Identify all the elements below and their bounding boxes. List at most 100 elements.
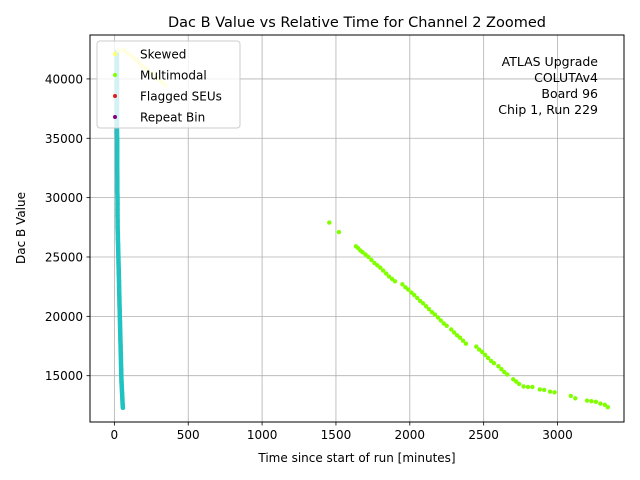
- data-point-multimodal: [327, 220, 332, 225]
- plot-frame: [89, 34, 625, 423]
- legend-label-flagged-seus: Flagged SEUs: [140, 90, 222, 104]
- data-point-multimodal: [605, 405, 610, 410]
- data-point-multimodal: [409, 290, 414, 295]
- data-point-multimodal: [530, 384, 535, 390]
- y-tick-label: 25000: [45, 250, 83, 264]
- data-point-multimodal: [429, 310, 435, 315]
- annotation-line-4: Chip 1, Run 229: [498, 102, 598, 117]
- legend-marker-skewed: [113, 52, 117, 56]
- data-point-main: [120, 402, 125, 407]
- data-point-multimodal: [514, 379, 519, 384]
- data-point-multimodal: [400, 282, 405, 287]
- y-tick-label: 20000: [45, 310, 83, 324]
- data-point-multimodal: [392, 279, 398, 284]
- legend-label-multimodal: Multimodal: [140, 69, 207, 83]
- data-point-multimodal: [511, 377, 516, 382]
- data-point-main: [116, 266, 121, 272]
- data-point-main: [115, 165, 120, 171]
- y-axis-title: Dac B Value: [14, 192, 28, 264]
- grid: [90, 35, 624, 422]
- data-point-main: [115, 207, 120, 212]
- run-annotation: ATLAS Upgrade COLUTAv4 Board 96 Chip 1, …: [498, 54, 598, 117]
- data-point-multimodal: [525, 384, 531, 390]
- data-point-main: [118, 337, 123, 343]
- data-point-main: [116, 260, 121, 266]
- data-point-main: [116, 248, 121, 254]
- data-point-multimodal: [372, 260, 377, 266]
- y-tick-label: 15000: [45, 369, 83, 383]
- data-point-main: [115, 176, 120, 181]
- x-tick-label: 1500: [321, 428, 352, 442]
- data-point-main: [116, 278, 122, 283]
- data-point-multimodal: [412, 292, 417, 298]
- data-point-multimodal: [485, 355, 491, 361]
- data-point-main: [115, 201, 120, 206]
- data-point-multimodal: [438, 318, 443, 323]
- data-point-multimodal: [384, 271, 389, 276]
- data-point-multimodal: [363, 252, 368, 257]
- data-point-multimodal: [589, 399, 594, 404]
- chart-title: Dac B Value vs Relative Time for Channel…: [168, 15, 546, 31]
- y-tick-label: 30000: [45, 191, 83, 205]
- data-point-main: [118, 361, 124, 366]
- legend-marker-repeat-bin: [113, 115, 117, 119]
- legend-marker-flagged-seus: [113, 94, 117, 98]
- data-point-multimodal: [444, 323, 449, 328]
- y-tick-label: 40000: [45, 72, 83, 86]
- data-point-main: [117, 308, 122, 313]
- data-point-main: [115, 195, 120, 200]
- data-point-multimodal: [505, 372, 510, 377]
- data-point-main: [119, 379, 124, 384]
- data-point-main: [115, 242, 121, 248]
- data-point-multimodal: [552, 390, 557, 395]
- data-point-multimodal: [474, 344, 479, 349]
- data-point-multimodal: [454, 333, 460, 338]
- data-point-multimodal: [568, 393, 573, 399]
- x-axis-title: Time since start of run [minutes]: [257, 451, 455, 465]
- data-point-multimodal: [432, 312, 438, 317]
- data-point-main: [117, 302, 122, 307]
- legend-box: [96, 40, 241, 129]
- data-point-multimodal: [482, 352, 488, 358]
- data-point-multimodal: [378, 265, 383, 270]
- data-point-multimodal: [417, 298, 423, 304]
- data-point-main: [116, 272, 122, 277]
- x-tick-label: 500: [177, 428, 200, 442]
- data-point-multimodal: [516, 381, 522, 387]
- data-point-multimodal: [451, 330, 457, 335]
- data-point-multimodal: [460, 338, 466, 343]
- data-point-multimodal: [496, 364, 501, 369]
- annotation-line-3: Board 96: [541, 86, 598, 101]
- data-point-main: [114, 130, 120, 135]
- data-point-main: [115, 148, 120, 153]
- data-point-multimodal: [360, 250, 365, 255]
- data-point-multimodal: [457, 335, 463, 340]
- data-point-multimodal: [435, 315, 441, 320]
- data-point-multimodal: [366, 254, 371, 260]
- data-point-multimodal: [406, 287, 411, 292]
- legend-marker-multimodal: [113, 73, 117, 77]
- data-point-main: [115, 213, 120, 218]
- data-point-main: [115, 138, 120, 143]
- y-tick-label: 35000: [45, 132, 83, 146]
- annotation-line-2: COLUTAv4: [534, 70, 598, 85]
- data-point-multimodal: [463, 341, 469, 346]
- data-point-multimodal: [386, 274, 392, 279]
- data-point-multimodal: [381, 268, 386, 273]
- data-point-multimodal: [477, 347, 482, 352]
- x-tick-label: 1000: [247, 428, 278, 442]
- data-point-multimodal: [598, 401, 603, 406]
- y-axis-ticks: 15000 20000 25000 30000 35000 40000: [45, 72, 90, 383]
- data-point-multimodal: [547, 389, 553, 394]
- data-point-multimodal: [521, 384, 526, 389]
- data-point-main: [118, 355, 124, 361]
- data-point-main: [117, 290, 122, 295]
- data-point-multimodal: [336, 229, 342, 235]
- x-tick-label: 0: [111, 428, 119, 442]
- data-point-main: [115, 156, 120, 161]
- data-point-multimodal: [369, 257, 374, 263]
- data-point-main: [115, 219, 120, 224]
- data-point-main: [117, 320, 123, 325]
- data-point-multimodal: [593, 399, 599, 404]
